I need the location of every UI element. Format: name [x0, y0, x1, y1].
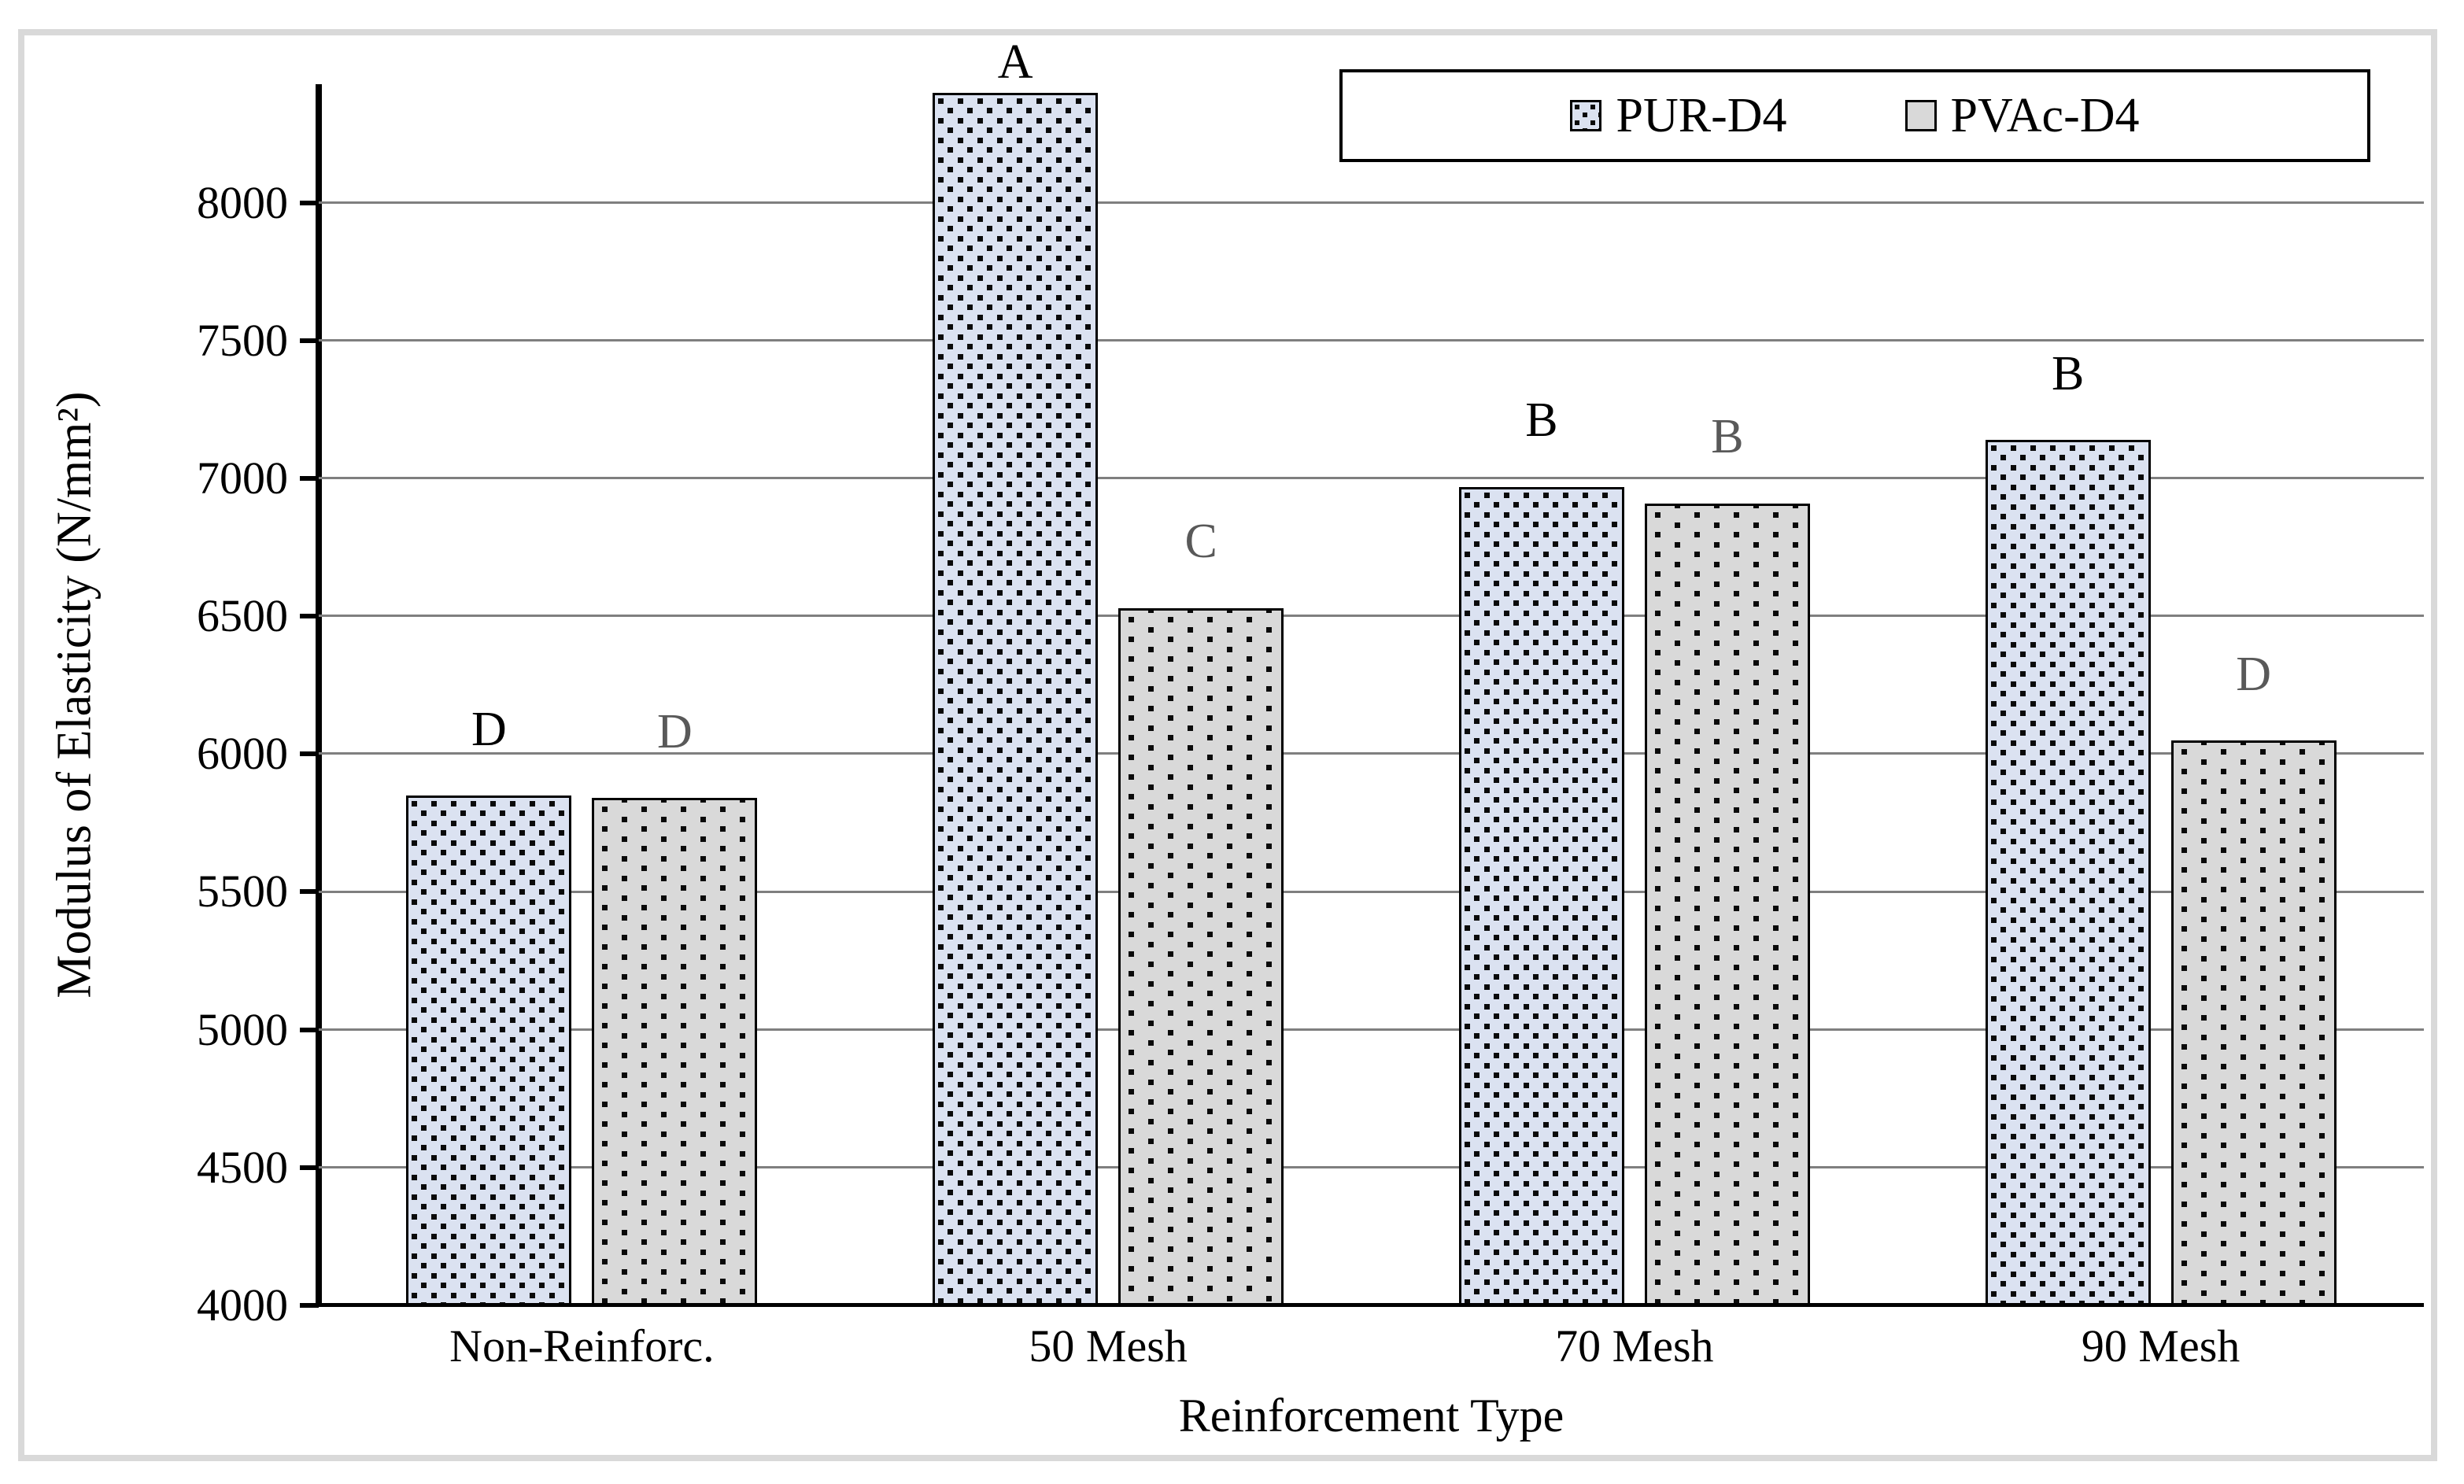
sig-letter-pur-d4-90-mesh: B: [2051, 346, 2085, 401]
y-tick-label-7000: 7000: [197, 452, 288, 504]
plot-area: D D A C B B B D: [316, 35, 2424, 1307]
sig-letter-pur-d4-non-reinforc: D: [471, 702, 507, 756]
bar-pur-d4-70-mesh: [1458, 486, 1624, 1305]
y-tick-8000: [300, 200, 319, 205]
bar-pvac-d4-70-mesh: [1644, 503, 1810, 1305]
gridline-6500: [319, 615, 2424, 618]
legend-entry-pur-d4: PUR-D4: [1570, 89, 1787, 142]
bar-pur-d4-90-mesh: [1985, 439, 2151, 1305]
legend-swatch-pvac-d4: [1904, 100, 1937, 131]
x-axis-line: [319, 1303, 2424, 1307]
y-tick-5500: [300, 889, 319, 895]
sig-letter-pur-d4-70-mesh: B: [1525, 393, 1558, 448]
gridline-5500: [319, 890, 2424, 893]
y-tick-5000: [300, 1027, 319, 1032]
y-tick-label-8000: 8000: [197, 176, 288, 228]
figure-frame: [18, 29, 2437, 1461]
y-tick-6000: [300, 751, 319, 757]
sig-letter-pvac-d4-70-mesh: B: [1711, 410, 1744, 464]
legend-label-pur-d4: PUR-D4: [1616, 89, 1787, 142]
x-axis-title: Reinforcement Type: [1178, 1390, 1564, 1442]
bar-pvac-d4-non-reinforc: [592, 798, 758, 1305]
y-tick-label-4000: 4000: [197, 1279, 288, 1331]
y-tick-4500: [300, 1165, 319, 1170]
sig-letter-pvac-d4-90-mesh: D: [2236, 647, 2272, 701]
y-tick-label-7500: 7500: [197, 314, 288, 366]
legend-label-pvac-d4: PVAc-D4: [1950, 89, 2140, 142]
y-tick-label-6000: 6000: [197, 728, 288, 780]
x-category-label-90-mesh: 90 Mesh: [2081, 1320, 2241, 1371]
gridline-6000: [319, 752, 2424, 755]
y-axis-line: [316, 84, 322, 1305]
gridline-8000: [319, 201, 2424, 204]
gridline-7000: [319, 476, 2424, 479]
y-tick-4000: [300, 1303, 319, 1308]
legend: PUR-D4 PVAc-D4: [1339, 69, 2370, 162]
bar-pvac-d4-50-mesh: [1118, 607, 1284, 1305]
sig-letter-pvac-d4-50-mesh: C: [1184, 515, 1217, 569]
legend-swatch-pur-d4: [1570, 100, 1602, 131]
y-tick-7000: [300, 475, 319, 481]
gridline-4500: [319, 1165, 2424, 1168]
x-category-label-non-reinforc: Non-Reinforc.: [449, 1320, 715, 1371]
y-tick-label-5000: 5000: [197, 1003, 288, 1055]
y-tick-label-5500: 5500: [197, 866, 288, 917]
y-tick-label-6500: 6500: [197, 590, 288, 642]
bar-pur-d4-50-mesh: [933, 92, 1099, 1305]
bar-pur-d4-non-reinforc: [406, 795, 572, 1305]
y-tick-6500: [300, 614, 319, 619]
y-tick-7500: [300, 338, 319, 343]
gridline-5000: [319, 1028, 2424, 1031]
sig-letter-pvac-d4-non-reinforc: D: [656, 705, 693, 759]
gridline-7500: [319, 338, 2424, 341]
legend-entry-pvac-d4: PVAc-D4: [1904, 89, 2140, 142]
y-tick-label-4500: 4500: [197, 1141, 288, 1193]
x-category-label-50-mesh: 50 Mesh: [1029, 1320, 1188, 1371]
sig-letter-pur-d4-50-mesh: A: [997, 35, 1033, 90]
bar-pvac-d4-90-mesh: [2170, 740, 2337, 1305]
x-category-label-70-mesh: 70 Mesh: [1555, 1320, 1714, 1371]
